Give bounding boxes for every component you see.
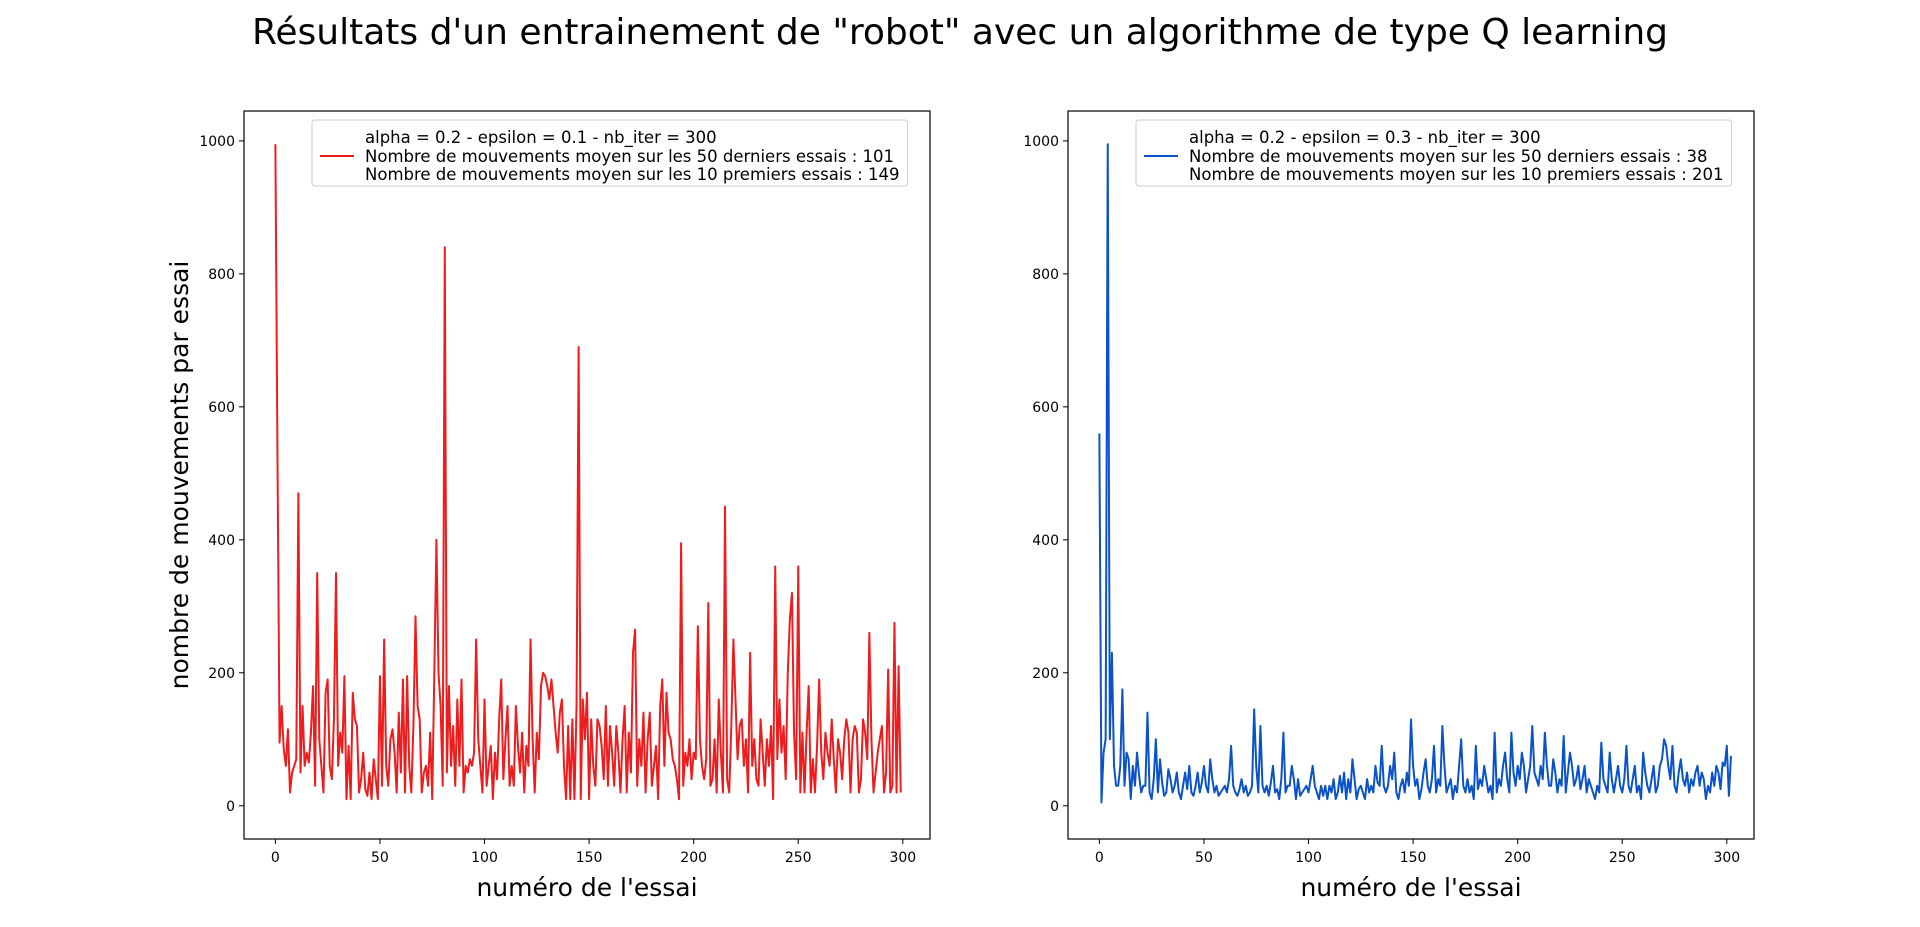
left-y-tick-label: 800 (208, 267, 235, 283)
left-x-tick-label: 0 (271, 850, 280, 866)
left-x-tick-label: 200 (680, 850, 707, 866)
right-plot-frame (1067, 110, 1755, 840)
right-y-tick-label: 400 (1032, 533, 1059, 549)
left-plot-y-axis-label: nombre de mouvements par essai (165, 261, 194, 690)
figure-title: Résultats d'un entrainement de "robot" a… (251, 12, 1669, 53)
left-x-tick-label: 100 (471, 850, 498, 866)
left-plot-series-line (274, 144, 902, 801)
left-plot-x-axis-label: numéro de l'essai (476, 873, 697, 902)
right-y-tick-label: 800 (1032, 267, 1059, 283)
right-x-tick-label: 100 (1295, 850, 1322, 866)
right-plot-x-axis-label: numéro de l'essai (1300, 873, 1521, 902)
right-legend-box (1135, 119, 1733, 187)
right-plot-legend: alpha = 0.2 - epsilon = 0.3 - nb_iter = … (1135, 119, 1733, 187)
right-plot-series-line (1098, 143, 1732, 804)
left-legend-box (311, 119, 909, 187)
right-x-tick-label: 300 (1713, 850, 1740, 866)
left-y-tick-label: 0 (226, 799, 235, 815)
left-x-tick-label: 300 (889, 850, 916, 866)
right-x-tick-label: 200 (1504, 850, 1531, 866)
right-x-tick-label: 250 (1609, 850, 1636, 866)
right-y-tick-label: 1000 (1023, 134, 1059, 150)
right-y-tick-label: 0 (1050, 799, 1059, 815)
left-plot-frame (243, 110, 931, 840)
left-x-tick-label: 150 (576, 850, 603, 866)
right-x-tick-label: 0 (1095, 850, 1104, 866)
left-legend-line-3: Nombre de mouvements moyen sur les 10 pr… (365, 165, 900, 184)
left-y-tick-label: 200 (208, 666, 235, 682)
right-y-tick-label: 600 (1032, 400, 1059, 416)
right-y-tick-label: 200 (1032, 666, 1059, 682)
right-x-tick-label: 150 (1400, 850, 1427, 866)
left-y-tick-label: 1000 (199, 134, 235, 150)
left-legend-line-1: alpha = 0.2 - epsilon = 0.1 - nb_iter = … (365, 128, 717, 148)
left-x-tick-label: 250 (785, 850, 812, 866)
left-plot-legend: alpha = 0.2 - epsilon = 0.1 - nb_iter = … (311, 119, 909, 187)
right-x-tick-label: 50 (1195, 850, 1213, 866)
left-x-tick-label: 50 (371, 850, 389, 866)
left-y-tick-label: 600 (208, 400, 235, 416)
left-legend-line-2: Nombre de mouvements moyen sur les 50 de… (365, 147, 894, 166)
right-plot: 0 50 100 150 200 250 300 0 200 400 600 800 1000 numé… (1023, 110, 1755, 902)
right-legend-line-3: Nombre de mouvements moyen sur les 10 pr… (1189, 165, 1724, 184)
left-y-tick-label: 400 (208, 533, 235, 549)
left-plot: 0 50 100 150 200 250 300 0 200 400 600 800 1000 nomb… (165, 110, 931, 902)
right-legend-line-2: Nombre de mouvements moyen sur les 50 de… (1189, 147, 1708, 166)
right-legend-line-1: alpha = 0.2 - epsilon = 0.3 - nb_iter = … (1189, 128, 1541, 148)
